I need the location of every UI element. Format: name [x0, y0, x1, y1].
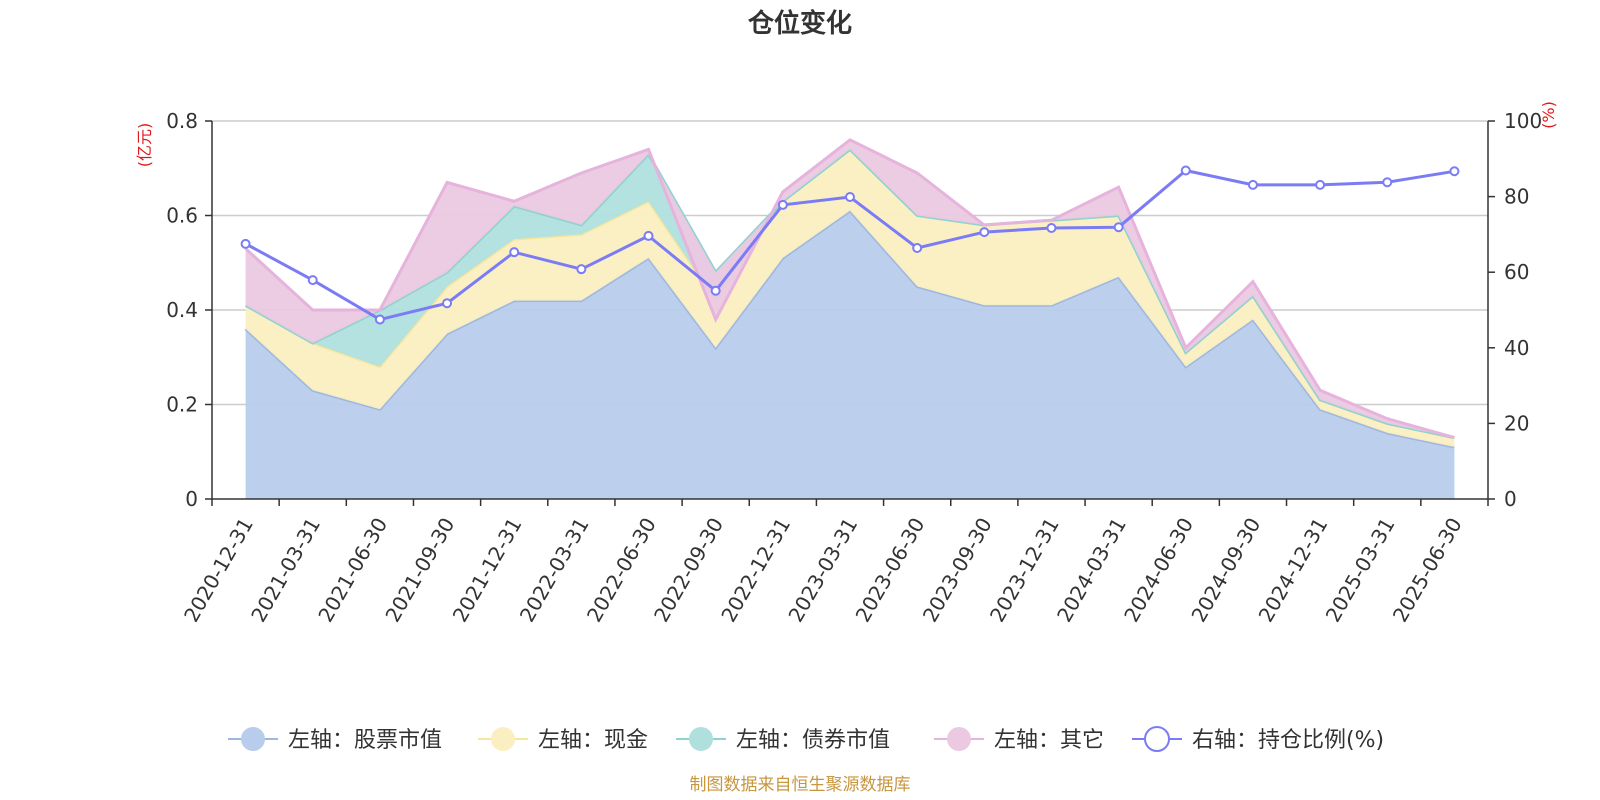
ratio-point [979, 227, 990, 238]
legend-item: 右轴：持仓比例(%) [1132, 726, 1384, 753]
legend: 左轴：股票市值 左轴：现金 左轴：债券市值 左轴：其它 右轴：持仓比例(%) [228, 726, 1384, 753]
ratio-point [1180, 165, 1191, 176]
legend-label: 左轴：股票市值 [288, 728, 442, 753]
ratio-point [1449, 166, 1460, 177]
x-axis-tick-label: 2024-12-31 [1254, 514, 1333, 627]
x-axis-tick-label: 2023-09-30 [918, 514, 997, 627]
ratio-point [912, 243, 923, 254]
x-axis-tick-label: 2024-03-31 [1052, 514, 1131, 627]
x-axis-tick-label: 2021-06-30 [313, 514, 392, 627]
x-axis-tick-label: 2021-03-31 [246, 514, 325, 627]
x-axis-tick-label: 2025-03-31 [1321, 514, 1400, 627]
left-axis-tick-label: 0.4 [166, 298, 198, 322]
legend-label: 左轴：现金 [538, 728, 648, 753]
legend-item: 左轴：其它 [934, 727, 1104, 753]
ratio-point [845, 191, 855, 202]
ratio-point [576, 264, 587, 275]
left-axis-unit: (亿元) [135, 123, 154, 168]
ratio-point [643, 230, 654, 241]
ratio-point [240, 238, 251, 249]
ratio-point [1315, 179, 1326, 190]
ratio-point [710, 285, 721, 296]
x-axis-tick-label: 2021-09-30 [380, 514, 459, 627]
legend-label: 左轴：债券市值 [736, 728, 890, 753]
x-axis-tick-label: 2023-06-30 [851, 514, 930, 627]
legend-item: 左轴：债券市值 [676, 727, 890, 753]
legend-item: 左轴：股票市值 [228, 727, 442, 753]
x-axis-tick-label: 2020-12-31 [179, 514, 258, 627]
x-axis-tick-label: 2022-09-30 [649, 514, 728, 627]
x-axis-tick-label: 2022-06-30 [582, 514, 661, 627]
legend-marker [947, 727, 971, 751]
x-axis-tick-label: 2022-03-31 [515, 514, 594, 627]
chart-title: 仓位变化 [747, 8, 852, 39]
x-axis-tick-label: 2023-12-31 [985, 514, 1064, 627]
ratio-point [1113, 222, 1124, 233]
right-axis-tick-label: 40 [1504, 336, 1529, 360]
legend-item: 左轴：现金 [478, 727, 648, 753]
legend-marker [689, 727, 713, 751]
right-axis-tick-label: 100 [1504, 109, 1542, 133]
left-axis-tick-label: 0.8 [166, 109, 198, 133]
left-axis-tick-label: 0.2 [166, 393, 198, 417]
x-axis-tick-label: 2022-12-31 [716, 514, 795, 627]
right-axis-tick-label: 20 [1504, 411, 1529, 435]
right-axis-tick-label: 0 [1504, 487, 1517, 511]
area-fill [245, 149, 1455, 438]
area-fill [245, 149, 1455, 447]
left-axis-tick-label: 0 [185, 487, 198, 511]
area-edge-line [244, 138, 1455, 440]
x-axis-tick-label: 2025-06-30 [1388, 514, 1467, 627]
holding-ratio-series [240, 165, 1460, 325]
ratio-point [777, 199, 788, 210]
left-axis-tick-label: 0.6 [166, 204, 198, 228]
stacked-areas [244, 138, 1455, 500]
x-axis-tick-label: 2024-09-30 [1186, 514, 1265, 627]
legend-marker [241, 727, 265, 751]
legend-label: 右轴：持仓比例(%) [1192, 728, 1384, 753]
ratio-point [374, 314, 385, 325]
ratio-point [509, 247, 520, 258]
right-axis-tick-label: 60 [1504, 260, 1529, 284]
right-axis-unit: (%) [1539, 101, 1558, 129]
x-axis-tick-label: 2021-12-31 [448, 514, 527, 627]
ratio-point [307, 275, 318, 286]
area-fill [245, 210, 1455, 500]
x-axis-tick-label: 2024-06-30 [1119, 514, 1198, 627]
ratio-point [442, 298, 453, 309]
ratio-point [1247, 179, 1258, 190]
data-source-note: 制图数据来自恒生聚源数据库 [690, 775, 911, 795]
ratio-point [1046, 222, 1057, 233]
right-axis-tick-label: 80 [1504, 185, 1529, 209]
legend-label: 左轴：其它 [994, 728, 1104, 753]
legend-marker [491, 727, 515, 751]
area-fill [245, 139, 1455, 438]
legend-marker [1144, 726, 1170, 752]
x-axis-tick-label: 2023-03-31 [783, 514, 862, 627]
ratio-point [1382, 177, 1393, 188]
